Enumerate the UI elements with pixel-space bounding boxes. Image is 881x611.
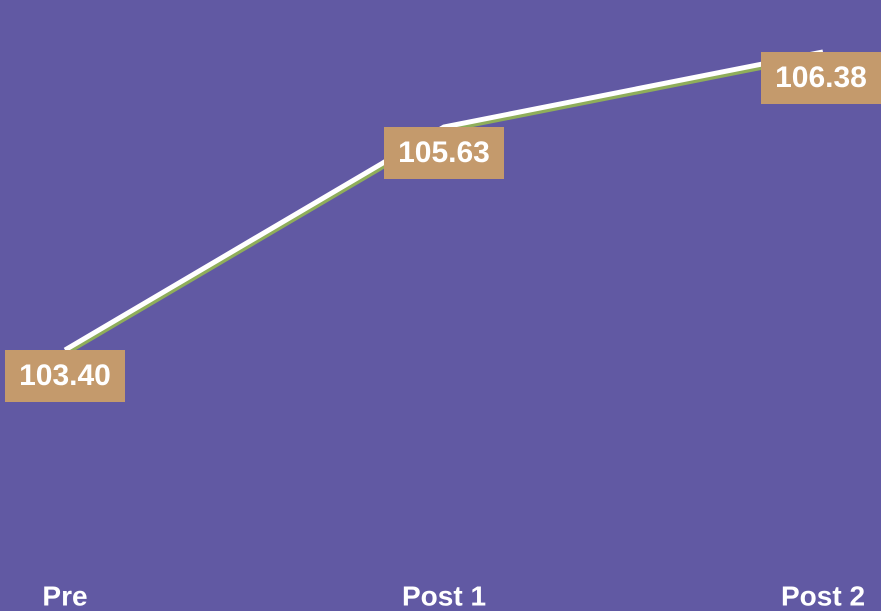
x-tick-label: Post 1 xyxy=(402,580,486,611)
data-label-box xyxy=(761,52,881,104)
x-tick-label: Post 2 xyxy=(781,580,865,611)
data-label-box xyxy=(384,127,504,179)
x-tick-label: Pre xyxy=(42,580,87,611)
data-label-box xyxy=(5,350,125,402)
data-label: 106.38 xyxy=(775,61,867,94)
data-label: 105.63 xyxy=(398,136,490,169)
data-label: 103.40 xyxy=(19,359,111,392)
